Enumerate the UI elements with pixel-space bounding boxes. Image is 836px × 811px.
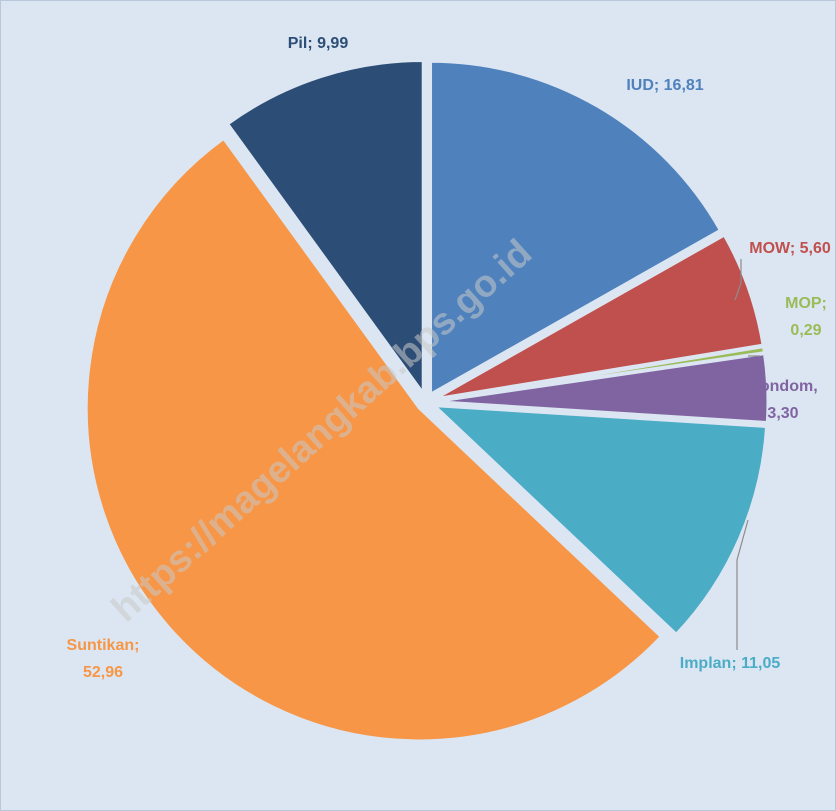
pie-slice: [433, 233, 765, 401]
data-label-line: Pil; 9,99: [288, 35, 349, 52]
pie-slice: [434, 351, 770, 425]
pie-slice: [84, 136, 664, 743]
leader-line: [736, 519, 749, 650]
data-label: MOP; 0,29: [785, 295, 827, 339]
data-label: Suntikan; 52,96: [67, 637, 140, 681]
data-label-line: 52,96: [83, 664, 123, 681]
data-label-line: MOW; 5,60: [749, 240, 831, 257]
data-label-line: Implan; 11,05: [680, 655, 781, 672]
data-label-line: 0,29: [790, 322, 821, 339]
data-label-line: Kondom,: [748, 378, 817, 395]
data-label-line: MOP;: [785, 295, 827, 312]
data-label-line: Suntikan;: [67, 637, 140, 654]
pie-slice: [225, 58, 425, 399]
leader-line: [734, 259, 742, 301]
data-label: MOW; 5,60: [749, 240, 831, 257]
data-label: IUD; 16,81: [626, 77, 703, 94]
data-label: Pil; 9,99: [288, 35, 349, 52]
pie-slice: [430, 403, 769, 637]
data-label-line: IUD; 16,81: [626, 77, 703, 94]
pie: [84, 58, 770, 743]
data-label-line: 3,30: [767, 405, 798, 422]
data-label: Kondom, 3,30: [748, 378, 817, 422]
data-label: Implan; 11,05: [680, 655, 781, 672]
pie-slice: [429, 59, 723, 397]
